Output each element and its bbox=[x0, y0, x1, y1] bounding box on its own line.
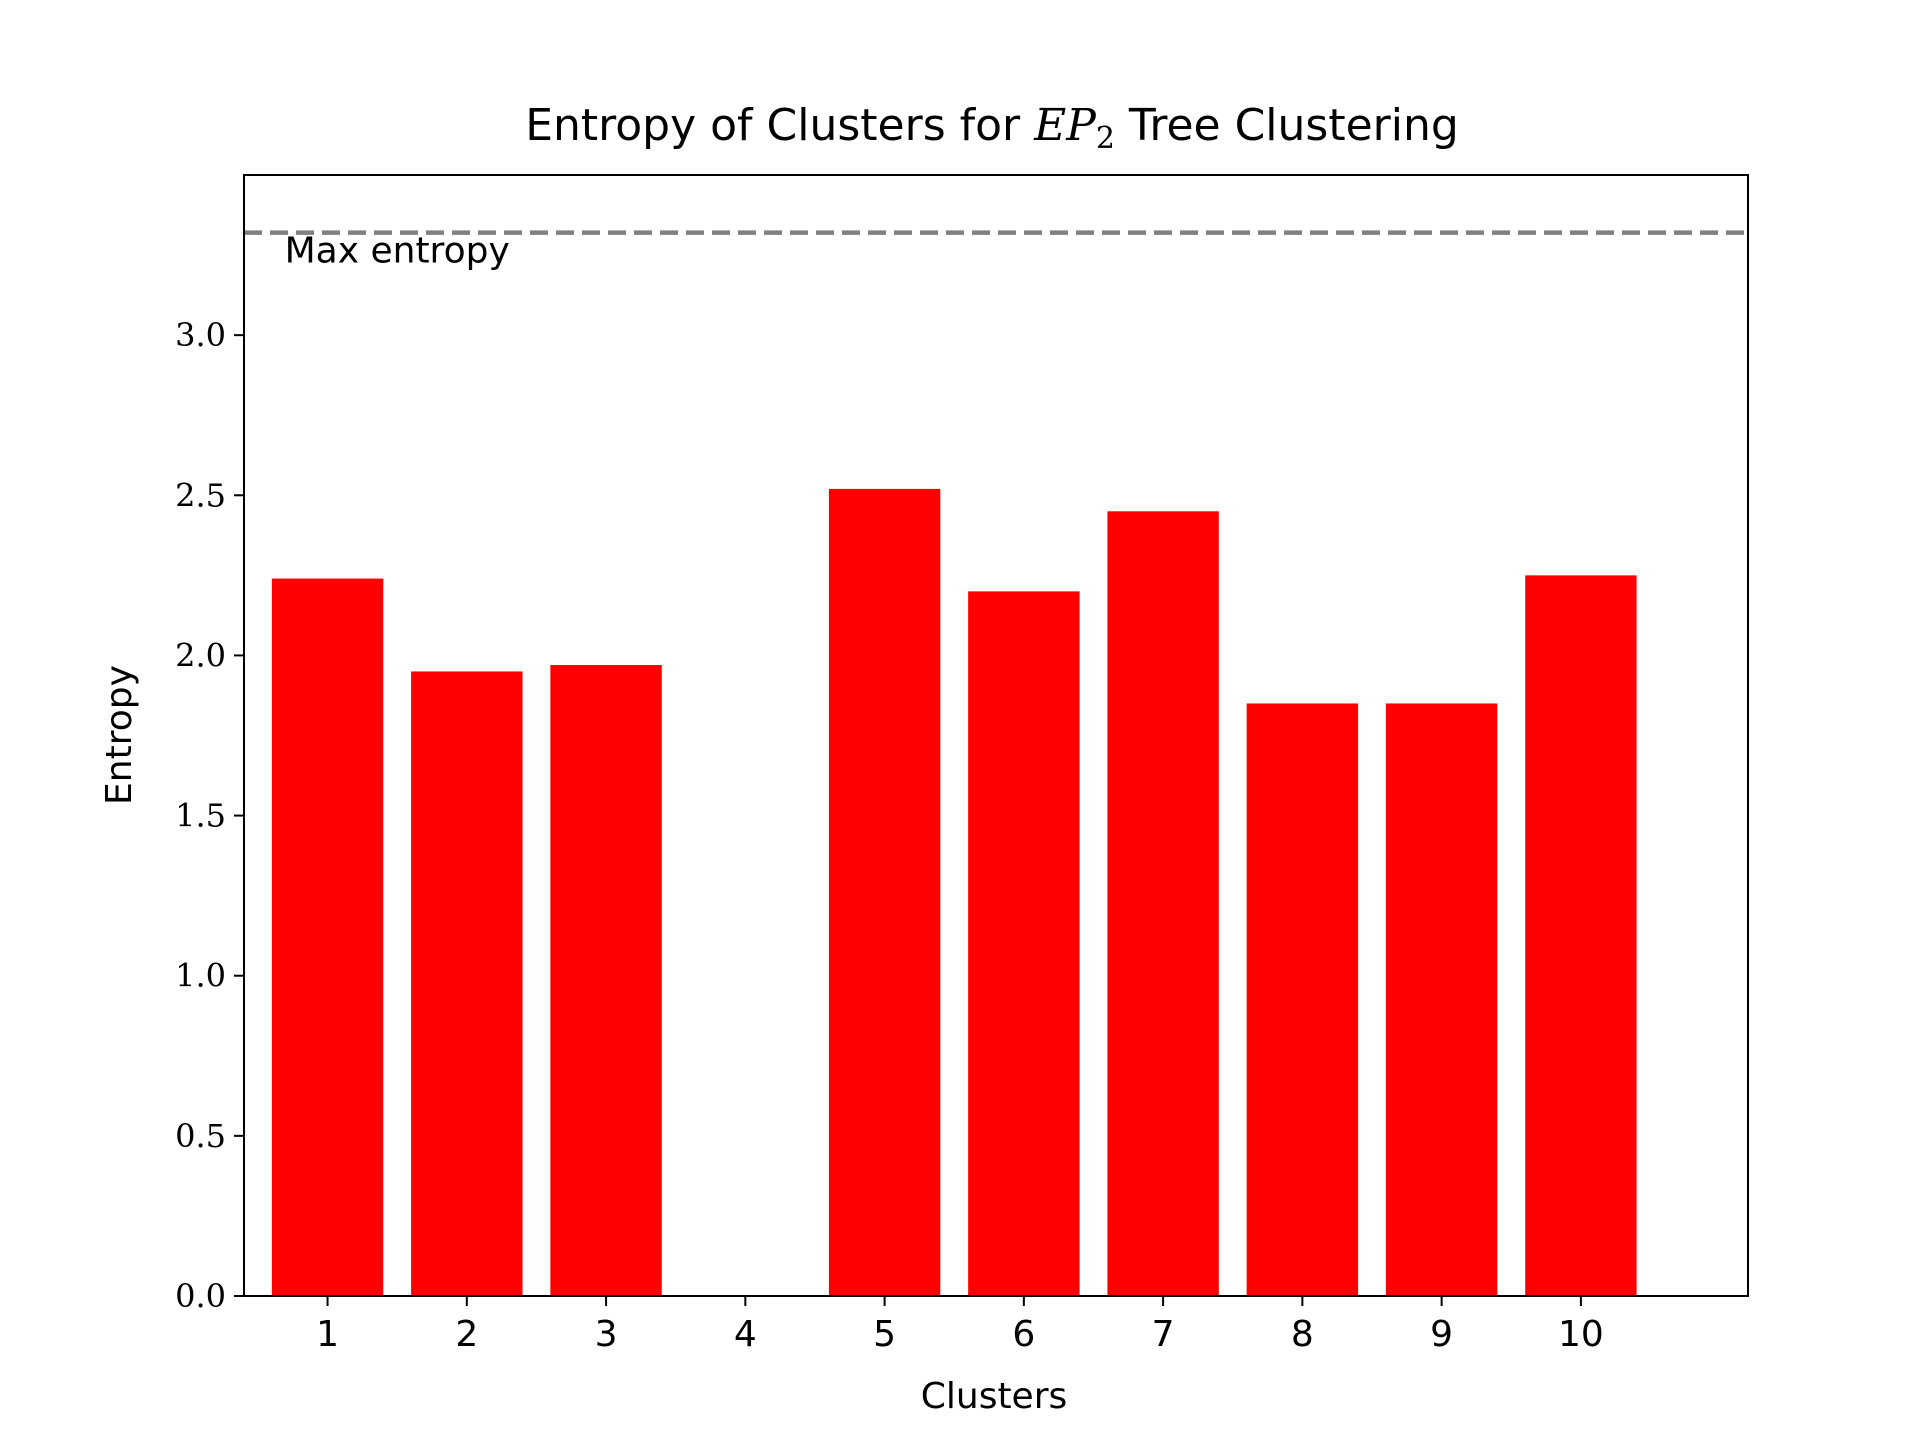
y-tick-label: 0.5 bbox=[175, 1117, 226, 1155]
bar-cluster-8 bbox=[1246, 703, 1359, 1296]
x-tick-label: 3 bbox=[595, 1314, 618, 1355]
x-tick-label: 8 bbox=[1291, 1314, 1314, 1355]
y-axis-ticks: 0.0 0.5 1.0 1.5 2.0 2.5 3.0 bbox=[175, 316, 244, 1315]
x-tick-label: 6 bbox=[1012, 1314, 1035, 1355]
y-tick-label: 1.0 bbox=[175, 957, 226, 995]
x-tick-label: 9 bbox=[1430, 1314, 1453, 1355]
bar-cluster-6 bbox=[968, 591, 1080, 1296]
y-tick-label: 0.0 bbox=[175, 1277, 226, 1315]
bar-cluster-9 bbox=[1385, 703, 1498, 1296]
max-entropy-label: Max entropy bbox=[285, 231, 510, 272]
plot-frame bbox=[243, 174, 1749, 1297]
max-entropy-group: Max entropy bbox=[244, 230, 1748, 272]
bar-cluster-10 bbox=[1525, 575, 1637, 1296]
x-tick-label: 4 bbox=[734, 1314, 757, 1355]
y-tick-label: 1.5 bbox=[175, 797, 226, 835]
bar-cluster-2 bbox=[411, 671, 523, 1296]
x-axis-ticks: 1 2 3 4 5 6 7 8 9 10 bbox=[316, 1296, 1604, 1355]
bar-cluster-7 bbox=[1107, 511, 1219, 1296]
bars-group bbox=[271, 488, 1637, 1296]
x-tick-label: 10 bbox=[1558, 1314, 1604, 1355]
y-tick-label: 2.5 bbox=[175, 476, 226, 514]
x-tick-label: 5 bbox=[873, 1314, 896, 1355]
y-tick-label: 3.0 bbox=[175, 316, 226, 354]
bar-cluster-3 bbox=[550, 665, 662, 1296]
chart-title: Entropy of Clusters for EP2 Tree Cluster… bbox=[525, 100, 1459, 156]
x-tick-label: 1 bbox=[316, 1314, 339, 1355]
y-tick-label: 2.0 bbox=[175, 636, 226, 674]
bar-cluster-1 bbox=[271, 578, 384, 1296]
x-tick-label: 2 bbox=[455, 1314, 478, 1355]
y-axis-label: Entropy bbox=[99, 665, 140, 805]
x-tick-label: 7 bbox=[1152, 1314, 1175, 1355]
x-axis-label: Clusters bbox=[921, 1376, 1068, 1417]
bar-cluster-5 bbox=[828, 488, 941, 1296]
